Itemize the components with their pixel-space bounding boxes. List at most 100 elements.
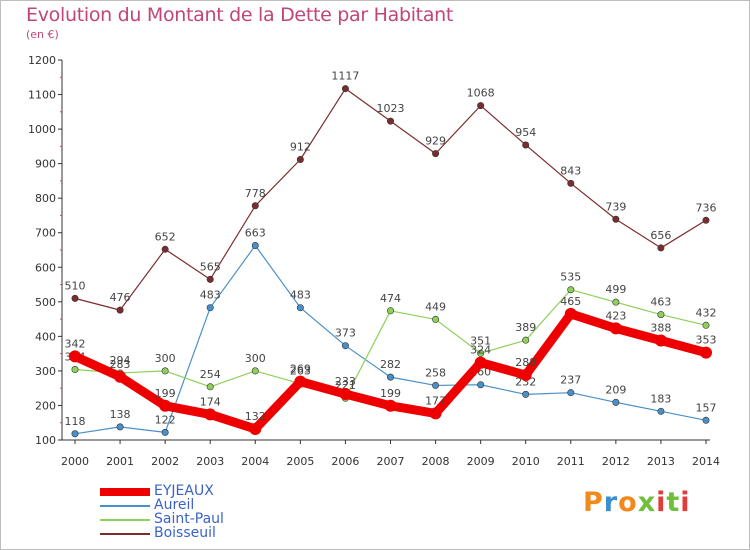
data-point-boisseuil bbox=[477, 102, 485, 110]
y-tick-label: 500 bbox=[35, 296, 56, 309]
data-point-saint-paul bbox=[477, 349, 485, 357]
data-label-aureil: 183 bbox=[650, 392, 671, 405]
data-label-boisseuil: 912 bbox=[290, 140, 311, 153]
data-label-aureil: 373 bbox=[335, 327, 356, 340]
data-label-saint-paul: 300 bbox=[155, 352, 176, 365]
data-label-eyjeaux: 199 bbox=[155, 387, 176, 400]
data-label-eyjeaux: 324 bbox=[470, 344, 491, 357]
data-point-boisseuil bbox=[522, 141, 530, 149]
data-point-aureil bbox=[161, 428, 169, 436]
data-point-eyjeaux bbox=[654, 334, 667, 347]
data-point-eyjeaux bbox=[339, 388, 352, 401]
data-point-eyjeaux bbox=[429, 407, 442, 420]
y-tick-label: 600 bbox=[35, 261, 56, 274]
x-tick-label: 2004 bbox=[241, 455, 269, 468]
data-label-aureil: 118 bbox=[65, 415, 86, 428]
chart-unit: (en €) bbox=[26, 28, 59, 41]
y-tick-label: 300 bbox=[35, 365, 56, 378]
data-point-eyjeaux bbox=[249, 422, 262, 435]
data-point-eyjeaux bbox=[114, 370, 127, 383]
data-label-aureil: 282 bbox=[380, 358, 401, 371]
data-point-saint-paul bbox=[657, 311, 665, 319]
data-point-boisseuil bbox=[567, 179, 575, 187]
data-point-boisseuil bbox=[296, 155, 304, 163]
data-point-eyjeaux bbox=[564, 307, 577, 320]
data-label-eyjeaux: 233 bbox=[335, 375, 356, 388]
data-point-saint-paul bbox=[161, 367, 169, 375]
data-point-eyjeaux bbox=[609, 322, 622, 335]
legend-swatch bbox=[100, 519, 150, 521]
data-label-aureil: 122 bbox=[155, 413, 176, 426]
data-label-aureil: 483 bbox=[290, 289, 311, 302]
x-tick-label: 2001 bbox=[106, 455, 134, 468]
data-label-aureil: 209 bbox=[605, 383, 626, 396]
data-label-eyjeaux: 269 bbox=[290, 363, 311, 376]
x-tick-label: 2007 bbox=[377, 455, 405, 468]
data-point-saint-paul bbox=[71, 366, 79, 374]
x-tick-label: 2000 bbox=[61, 455, 89, 468]
data-point-boisseuil bbox=[612, 215, 620, 223]
data-label-boisseuil: 739 bbox=[605, 200, 626, 213]
data-point-aureil bbox=[251, 242, 259, 250]
data-point-aureil bbox=[567, 389, 575, 397]
data-label-aureil: 663 bbox=[245, 227, 266, 240]
data-label-saint-paul: 535 bbox=[560, 271, 581, 284]
data-label-saint-paul: 389 bbox=[515, 321, 536, 334]
data-label-eyjeaux: 342 bbox=[65, 337, 86, 350]
data-label-aureil: 138 bbox=[110, 408, 131, 421]
data-label-saint-paul: 351 bbox=[470, 334, 491, 347]
data-label-eyjeaux: 288 bbox=[515, 356, 536, 369]
x-tick-label: 2002 bbox=[151, 455, 179, 468]
x-tick-label: 2012 bbox=[602, 455, 630, 468]
data-point-aureil bbox=[477, 381, 485, 389]
logo-letter: r bbox=[603, 487, 619, 518]
data-point-saint-paul bbox=[567, 286, 575, 294]
x-tick-label: 2009 bbox=[467, 455, 495, 468]
y-tick-label: 700 bbox=[35, 227, 56, 240]
data-point-eyjeaux bbox=[519, 369, 532, 382]
data-point-aureil bbox=[296, 304, 304, 312]
data-label-eyjeaux: 199 bbox=[380, 387, 401, 400]
data-point-boisseuil bbox=[116, 306, 124, 314]
data-label-saint-paul: 463 bbox=[650, 296, 671, 309]
proxiti-logo: Proxiti bbox=[583, 487, 691, 518]
data-point-saint-paul bbox=[702, 321, 710, 329]
legend-label: Aureil bbox=[154, 497, 195, 513]
data-label-saint-paul: 263 bbox=[290, 365, 311, 378]
x-tick-label: 2008 bbox=[422, 455, 450, 468]
data-label-boisseuil: 843 bbox=[560, 164, 581, 177]
data-label-boisseuil: 929 bbox=[425, 135, 446, 148]
data-point-boisseuil bbox=[341, 85, 349, 93]
data-label-saint-paul: 474 bbox=[380, 292, 401, 305]
data-label-boisseuil: 954 bbox=[515, 126, 536, 139]
y-tick-label: 200 bbox=[35, 399, 56, 412]
data-point-eyjeaux bbox=[159, 399, 172, 412]
legend-swatch bbox=[100, 533, 150, 535]
data-label-aureil: 157 bbox=[696, 401, 717, 414]
data-label-saint-paul: 449 bbox=[425, 300, 446, 313]
data-point-boisseuil bbox=[386, 117, 394, 125]
chart-title: Evolution du Montant de la Dette par Hab… bbox=[26, 4, 454, 26]
data-label-eyjeaux: 465 bbox=[560, 295, 581, 308]
data-point-boisseuil bbox=[251, 202, 259, 210]
data-label-boisseuil: 736 bbox=[696, 201, 717, 214]
data-point-eyjeaux bbox=[384, 399, 397, 412]
x-tick-label: 2013 bbox=[647, 455, 675, 468]
y-tick-label: 1000 bbox=[28, 123, 56, 136]
data-point-eyjeaux bbox=[204, 408, 217, 421]
data-label-eyjeaux: 423 bbox=[605, 309, 626, 322]
data-point-aureil bbox=[522, 390, 530, 398]
data-label-aureil: 483 bbox=[200, 289, 221, 302]
series-line-saint-paul bbox=[74, 289, 707, 399]
data-point-saint-paul bbox=[522, 336, 530, 344]
data-point-saint-paul bbox=[251, 367, 259, 375]
logo-letter: i bbox=[680, 487, 691, 518]
data-point-saint-paul bbox=[612, 298, 620, 306]
legend-label: Saint-Paul bbox=[154, 511, 224, 527]
x-tick-label: 2006 bbox=[331, 455, 359, 468]
data-label-boisseuil: 656 bbox=[650, 229, 671, 242]
data-point-aureil bbox=[702, 416, 710, 424]
y-tick-label: 1100 bbox=[28, 89, 56, 102]
data-point-eyjeaux bbox=[294, 375, 307, 388]
